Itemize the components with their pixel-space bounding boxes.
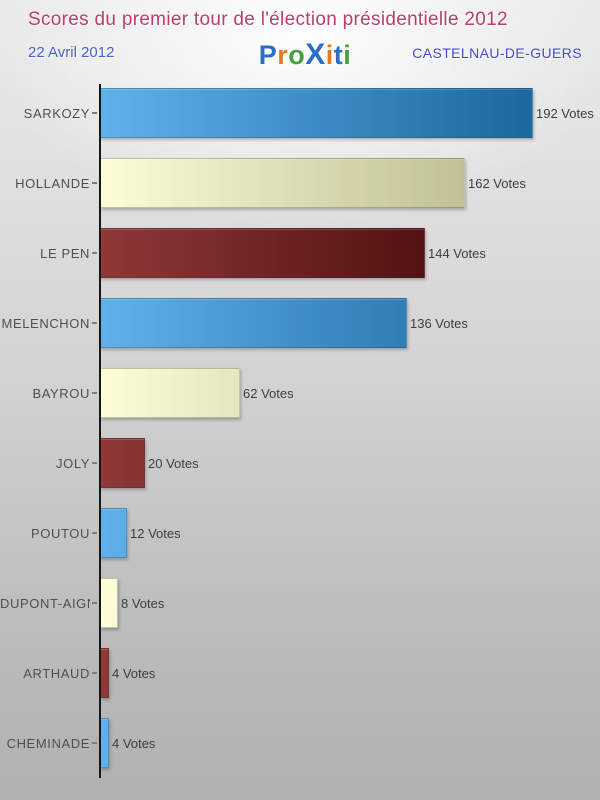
bar-value-label: 20 Votes [148,455,199,471]
axis-tick [92,742,97,744]
bar-value-label: 192 Votes [536,105,594,121]
axis-tick [92,252,97,254]
location-label: CASTELNAU-DE-GUERS [412,45,583,61]
bar-rows: SARKOZY 192 Votes HOLLANDE 162 Votes LE PEN 1… [0,78,600,778]
bar-joly [100,438,145,488]
header-subrow: 22 Avril 2012 ProXiti CASTELNAU-DE-GUERS [0,31,600,72]
bar-wrap: 162 Votes [100,158,526,208]
bar-wrap: 12 Votes [100,508,181,558]
bar-category-label: JOLY [56,455,90,471]
chart-title: Scores du premier tour de l'élection pré… [28,9,508,30]
bar-bayrou [100,368,240,418]
axis-tick [92,392,97,394]
logo-letter: t [333,40,344,70]
bar-wrap: 62 Votes [100,368,294,418]
bar-value-label: 4 Votes [112,665,156,681]
logo-letter: X [305,38,326,71]
bar-row: CHEMINADE 4 Votes [0,708,600,778]
bar-row: SARKOZY 192 Votes [0,78,600,148]
bar-wrap: 4 Votes [100,718,155,768]
logo-letter: r [277,40,289,70]
bar-value-label: 162 Votes [468,175,526,191]
logo-letter: i [325,40,334,70]
bar-cheminade [100,718,109,768]
bar-category-label: LE PEN [40,245,90,261]
bar-category-label: DUPONT-AIGNAN [0,595,90,611]
bar-sarkozy [100,88,533,138]
bar-row: ARTHAUD 4 Votes [0,638,600,708]
bar-category-label: HOLLANDE [15,175,90,191]
bar-value-label: 62 Votes [243,385,294,401]
bar-wrap: 192 Votes [100,88,594,138]
bar-category-label: BAYROU [32,385,90,401]
axis-tick [92,182,97,184]
chart-header: Scores du premier tour de l'élection pré… [0,0,600,78]
bar-value-label: 136 Votes [410,315,468,331]
bar-wrap: 144 Votes [100,228,486,278]
axis-tick [92,112,97,114]
bar-row: HOLLANDE 162 Votes [0,148,600,218]
bar-row: JOLY 20 Votes [0,428,600,498]
bar-row: LE PEN 144 Votes [0,218,600,288]
axis-tick [92,602,97,604]
bar-wrap: 8 Votes [100,578,164,628]
bar-row: BAYROU 62 Votes [0,358,600,428]
bar-le-pen [100,228,425,278]
axis-tick [92,462,97,464]
bar-dupont-aignan [100,578,118,628]
bar-category-label: CHEMINADE [6,735,90,751]
bar-category-label: ARTHAUD [23,665,90,681]
logo-letter: o [288,40,306,70]
bar-poutou [100,508,127,558]
axis-tick [92,672,97,674]
bar-melenchon [100,298,407,348]
bar-wrap: 20 Votes [100,438,199,488]
bar-row: DUPONT-AIGNAN 8 Votes [0,568,600,638]
bar-wrap: 136 Votes [100,298,468,348]
proxiti-logo: ProXiti [259,38,352,72]
axis-tick [92,322,97,324]
logo-letter: i [343,40,352,70]
bar-value-label: 8 Votes [121,595,165,611]
bar-arthaud [100,648,109,698]
bar-row: POUTOU 12 Votes [0,498,600,568]
bar-row: MELENCHON 136 Votes [0,288,600,358]
bar-value-label: 144 Votes [428,245,486,261]
bar-value-label: 4 Votes [112,735,156,751]
bar-category-label: POUTOU [31,525,90,541]
bar-chart: SARKOZY 192 Votes HOLLANDE 162 Votes LE PEN 1… [0,78,600,778]
axis-tick [92,532,97,534]
bar-category-label: MELENCHON [1,315,90,331]
bar-value-label: 12 Votes [130,525,181,541]
bar-wrap: 4 Votes [100,648,155,698]
chart-date: 22 Avril 2012 [28,44,115,61]
y-axis-line [99,84,101,778]
logo-letter: P [258,40,278,70]
bar-category-label: SARKOZY [23,105,90,121]
bar-hollande [100,158,465,208]
